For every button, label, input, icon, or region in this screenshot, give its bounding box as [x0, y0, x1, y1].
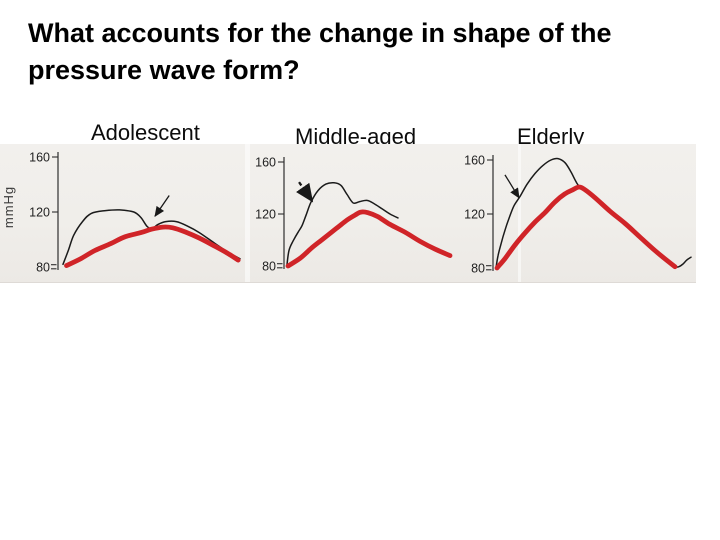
slide-title: What accounts for the change in shape of…: [28, 15, 693, 89]
title-line-2: pressure wave form?: [28, 55, 300, 85]
title-line-1: What accounts for the change in shape of…: [28, 18, 612, 48]
thin-wave-path: [62, 209, 241, 266]
y-tick-label: 80: [36, 261, 50, 275]
y-tick-label: 120: [255, 208, 276, 222]
annotation-arrow: [154, 195, 170, 217]
annotation-arrow: [504, 174, 520, 199]
thin-wave-path: [495, 157, 692, 269]
red-wave-path: [494, 184, 678, 271]
red-wave-path: [285, 209, 453, 269]
waveform-figure: 160 120 80 mmHg 160 120 80 160 120 80: [0, 144, 696, 283]
panel-label-adolescent: Adolescent: [91, 120, 200, 145]
waveform-svg: 160 120 80 mmHg 160 120 80 160 120 80: [1, 151, 692, 276]
panel-label-middle-aged: Middle-aged: [295, 124, 417, 149]
scan-seam: [518, 144, 521, 282]
panel-label-elderly: Elderly: [517, 124, 585, 149]
annotation-arrow: [296, 181, 314, 203]
thin-wave-path: [286, 181, 399, 266]
y-tick-label: 160: [255, 156, 276, 170]
y-tick-label: 160: [29, 151, 50, 165]
y-axis-unit-label: mmHg: [1, 186, 16, 228]
red-wave-path: [64, 224, 241, 268]
y-tick-label: 120: [29, 206, 50, 220]
scan-seam: [245, 144, 250, 282]
y-tick-label: 160: [464, 154, 485, 168]
y-tick-label: 80: [262, 260, 276, 274]
y-tick-label: 120: [464, 208, 485, 222]
y-tick-label: 80: [471, 262, 485, 276]
